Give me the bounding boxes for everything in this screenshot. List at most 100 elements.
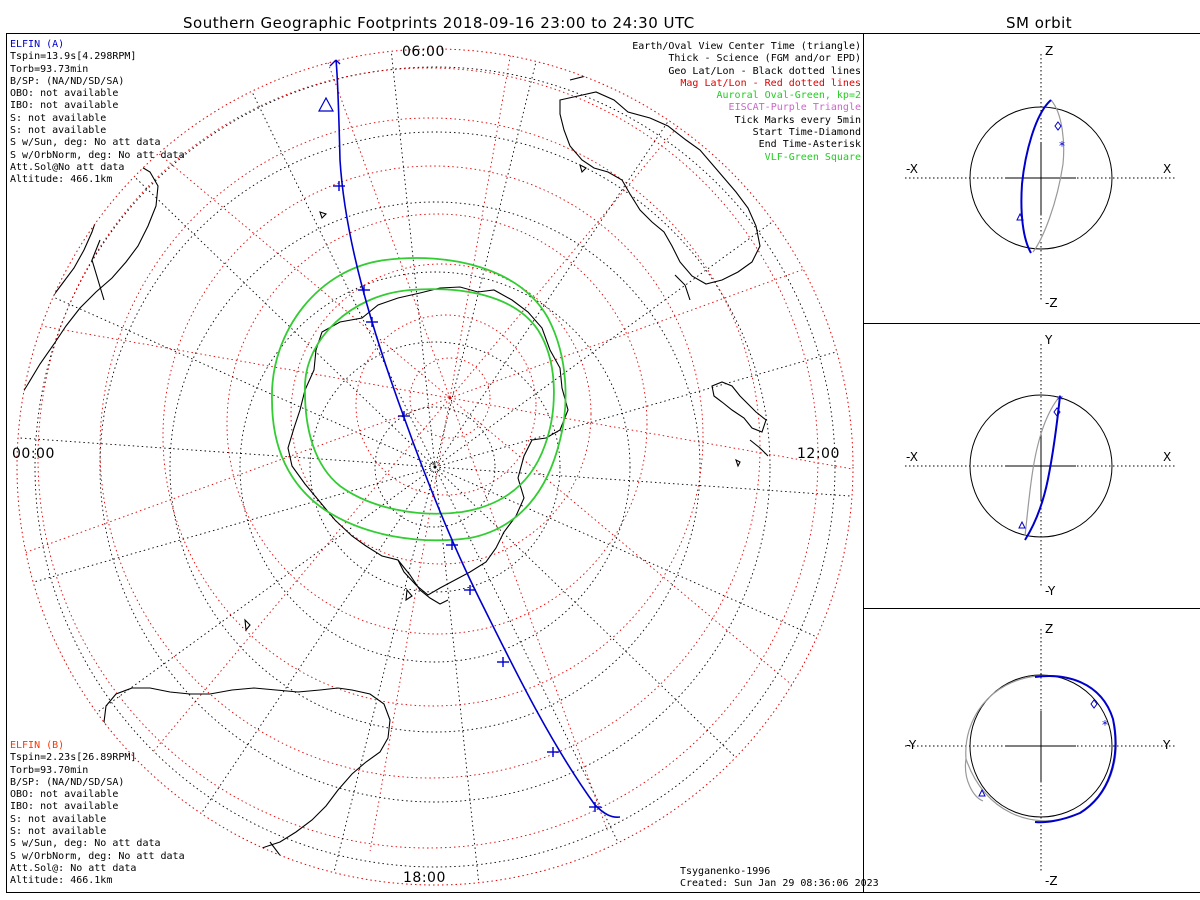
meridian-line <box>434 196 808 468</box>
clock-label-top: 06:00 <box>402 44 445 60</box>
meridian-line <box>232 53 436 468</box>
panel-divider <box>864 608 1200 609</box>
meridian-line <box>449 397 803 695</box>
sm-panel-xz[interactable]: * <box>865 34 1200 322</box>
meridian-line <box>449 397 853 479</box>
elfin-a-info-line: B/SP: (NA/ND/SD/SA) <box>10 75 125 87</box>
elfin-a-info: ELFIN (A) Tspin=13.9s[4.298RPM] Torb=93.7… <box>10 39 185 187</box>
elfin-a-info-line: Torb=93.73min <box>10 63 89 75</box>
elfin-b-info-line: Att.Sol@: No att data <box>10 862 137 874</box>
clock-label-right: 12:00 <box>797 446 840 462</box>
meridian-line <box>17 434 436 468</box>
svg-text:*: * <box>432 461 436 470</box>
yz-left-label: -Y <box>906 738 917 752</box>
meridian-line <box>153 397 451 751</box>
meridian-line <box>434 466 853 500</box>
xz-bottom-label: -Z <box>1045 296 1058 310</box>
meridian-line <box>449 240 853 399</box>
elfin-b-info-line: S w/OrbNorm, deg: No att data <box>10 850 185 862</box>
legend-item: VLF-Green Square <box>764 151 861 163</box>
africa-coast <box>17 165 159 402</box>
xz-right-label: X <box>1163 162 1172 176</box>
elfin-b-lines: Tspin=2.23s[26.89RPM] Torb=93.70min B/SP: … <box>10 752 185 887</box>
auroral-oval-outer <box>271 257 567 542</box>
globe-outline <box>16 48 854 886</box>
elfin-b-info-line: Altitude: 466.1km <box>10 875 113 887</box>
elfin-b-info-line: IBO: not available <box>10 801 119 813</box>
meridian-line <box>434 466 638 881</box>
legend: Earth/Oval View Center Time (triangle) Th… <box>632 41 861 164</box>
legend-item: Tick Marks every 5min <box>734 114 861 126</box>
antarctica-coast <box>287 286 569 596</box>
credits: Tsyganenko-1996 Created: Sun Jan 29 08:3… <box>680 866 879 891</box>
meridian-line <box>449 397 608 831</box>
elfin-a-lines: Tspin=13.9s[4.298RPM] Torb=93.73min B/SP: … <box>10 51 185 186</box>
legend-item: Start Time-Diamond <box>752 127 861 139</box>
geo-meridians <box>17 49 853 885</box>
elfin-a-info-line: Tspin=13.9s[4.298RPM] <box>10 51 137 63</box>
elfin-b-info-line: S w/Sun, deg: No att data <box>10 838 161 850</box>
elfin-a-info-line: IBO: not available <box>10 100 119 112</box>
clock-label-left: 00:00 <box>12 446 55 462</box>
meridian-line <box>434 85 693 468</box>
elfin-b-info-line: OBO: not available <box>10 789 119 801</box>
plot-title: Southern Geographic Footprints 2018-09-1… <box>183 14 695 32</box>
meridian-line <box>292 49 451 399</box>
meridian-line <box>386 49 436 468</box>
view-center-triangle <box>317 96 335 112</box>
meridian-line <box>17 317 451 399</box>
legend-item: EISCAT-Purple Triangle <box>728 102 861 114</box>
meridian-line <box>17 279 436 468</box>
created-credit: Created: Sun Jan 29 08:36:06 2023 <box>680 878 879 890</box>
model-credit: Tsyganenko-1996 <box>680 866 771 877</box>
svg-text:*: * <box>1102 718 1108 732</box>
elfin-b-info-line: S: not available <box>10 826 107 838</box>
legend-item: Geo Lat/Lon - Black dotted lines <box>668 65 861 77</box>
elfin-a-info-line: Att.Sol@No att data <box>10 161 125 173</box>
legend-item: Mag Lat/Lon - Red dotted lines <box>680 77 861 89</box>
auroral-oval <box>271 257 567 542</box>
elfin-a-info-line: S: not available <box>10 125 107 137</box>
elfin-b-info: ELFIN (B) Tspin=2.23s[26.89RPM] Torb=93.7… <box>10 740 185 888</box>
meridian-line <box>103 147 436 468</box>
sm-orbit-panels <box>864 33 1200 893</box>
elfin-a-info-line: Altitude: 466.1km <box>10 174 113 186</box>
meridian-line <box>434 49 547 468</box>
elfin-b-info-line: Torb=93.70min <box>10 764 89 776</box>
meridian-line <box>17 466 436 595</box>
elfin-a-info-line: OBO: not available <box>10 88 119 100</box>
legend-item: End Time-Asterisk <box>758 139 861 151</box>
elfin-a-name: ELFIN (A) <box>10 39 65 50</box>
legend-item: Thick - Science (FGM and/or EPD) <box>668 53 861 65</box>
legend-item: Auroral Oval-Green, kp=2 <box>716 90 862 102</box>
elfin-a-info-line: S: not available <box>10 112 107 124</box>
sm-panel-yz[interactable]: * <box>865 609 1200 892</box>
australia-coast <box>559 91 761 285</box>
meridian-line <box>17 397 451 556</box>
mag-meridians <box>17 49 853 852</box>
xz-top-label: Z <box>1045 44 1054 58</box>
panel-divider <box>864 323 1200 324</box>
footprint-map-frame <box>6 33 864 893</box>
meridian-line <box>434 339 853 468</box>
sm-panel-xy[interactable]: * <box>865 324 1200 607</box>
xy-right-label: X <box>1163 450 1172 464</box>
xy-left-label: -X <box>906 450 918 464</box>
xy-bottom-label: -Y <box>1045 584 1056 598</box>
xz-left-label: -X <box>906 162 918 176</box>
svg-text:*: * <box>447 394 451 403</box>
svg-text:*: * <box>1057 393 1063 407</box>
elfin-b-info-line: S: not available <box>10 813 107 825</box>
meridian-line <box>323 466 436 885</box>
orbit-tick-marks <box>333 181 601 812</box>
clock-label-bottom: 18:00 <box>403 870 446 886</box>
footprint-map[interactable]: * * <box>7 34 863 892</box>
sm-orbit-title: SM orbit <box>1006 14 1073 32</box>
elfin-b-name: ELFIN (B) <box>10 740 65 751</box>
legend-item: Earth/Oval View Center Time (triangle) <box>632 41 861 52</box>
meridian-line <box>434 466 767 787</box>
meridian-line <box>434 466 853 655</box>
svg-text:*: * <box>1059 139 1065 153</box>
meridian-line <box>62 466 436 738</box>
meridian-line <box>177 466 436 849</box>
